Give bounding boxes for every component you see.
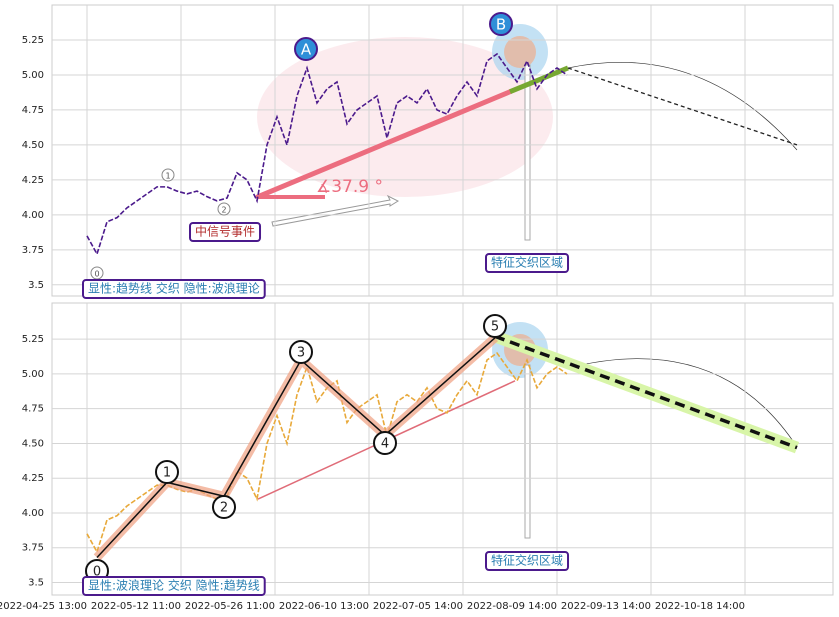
wave-label: 2	[220, 501, 228, 516]
y-tick-label: 5.00	[22, 70, 44, 81]
annotation-box	[82, 576, 266, 596]
projection-line	[567, 67, 798, 146]
wave-label: 1	[163, 466, 171, 481]
y-tick-label: 3.5	[28, 577, 44, 588]
annotation: 显性:波浪理论 交织 隐性:趋势线	[88, 578, 260, 593]
y-tick-label: 4.75	[22, 105, 44, 116]
wave-label: 5	[491, 320, 499, 335]
annotation-box	[82, 279, 266, 299]
pointer-arrow	[524, 364, 531, 539]
annotation-box	[485, 551, 570, 571]
wave-label: 2	[221, 206, 226, 215]
y-tick-label: 4.00	[22, 210, 44, 221]
annotation: 中信号事件	[195, 224, 255, 239]
annotation-box	[485, 253, 570, 273]
panel-frame	[51, 4, 834, 297]
annotation: 显性:趋势线 交织 隐性:波浪理论	[88, 281, 260, 296]
wave-label: 1	[165, 172, 170, 181]
wave-label: 0	[94, 270, 99, 279]
wave-marker	[294, 37, 318, 61]
annotation: 特征交织区域	[491, 553, 563, 568]
y-tick-label: 3.75	[22, 543, 44, 554]
zone-ellipse	[257, 37, 553, 197]
zone-circle	[504, 36, 536, 68]
x-tick-label: 2022-05-12 11:00	[91, 601, 181, 612]
y-tick-label: 3.75	[22, 245, 44, 256]
wave-marker	[155, 460, 179, 484]
wave-label: A	[301, 41, 312, 59]
wave-label: 3	[297, 346, 305, 361]
x-tick-label: 2022-08-09 14:00	[467, 601, 557, 612]
y-tick-label: 5.00	[22, 369, 44, 380]
trend-extension	[509, 65, 569, 95]
wave-marker	[161, 168, 175, 182]
trend-line	[255, 89, 513, 200]
y-tick-label: 3.5	[28, 280, 44, 291]
y-tick-label: 4.50	[22, 438, 44, 449]
wave-marker	[212, 495, 236, 519]
x-tick-label: 2022-06-10 13:00	[279, 601, 369, 612]
x-tick-label: 2022-04-25 13:00	[0, 601, 87, 612]
projection-arc	[567, 358, 798, 448]
direction-arrow	[271, 194, 400, 227]
y-tick-label: 5.25	[22, 35, 44, 46]
wave-marker	[217, 202, 231, 216]
wave-label: 4	[381, 437, 389, 452]
wave-marker	[289, 340, 313, 364]
annotation-box	[189, 222, 262, 242]
annotation: 特征交织区域	[491, 255, 563, 270]
y-tick-label: 4.75	[22, 404, 44, 415]
x-tick-label: 2022-10-18 14:00	[655, 601, 745, 612]
y-tick-label: 4.50	[22, 140, 44, 151]
wave-marker	[373, 431, 397, 455]
wave-label: B	[496, 16, 506, 34]
panel-frame	[51, 302, 834, 596]
wave-marker	[489, 12, 513, 36]
wave-label: 0	[93, 565, 101, 580]
projection-line	[494, 334, 798, 450]
angle-label: ∡37.9 °	[316, 177, 383, 197]
pointer-arrow	[524, 64, 531, 241]
y-tick-label: 4.25	[22, 175, 44, 186]
x-tick-label: 2022-05-26 11:00	[185, 601, 275, 612]
wave-glow	[93, 334, 498, 561]
wave-line	[96, 337, 496, 558]
y-tick-label: 4.00	[22, 508, 44, 519]
x-tick-label: 2022-09-13 14:00	[561, 601, 651, 612]
y-tick-label: 5.25	[22, 334, 44, 345]
wave-marker	[483, 314, 507, 338]
y-tick-label: 4.25	[22, 473, 44, 484]
x-tick-label: 2022-07-05 14:00	[373, 601, 463, 612]
